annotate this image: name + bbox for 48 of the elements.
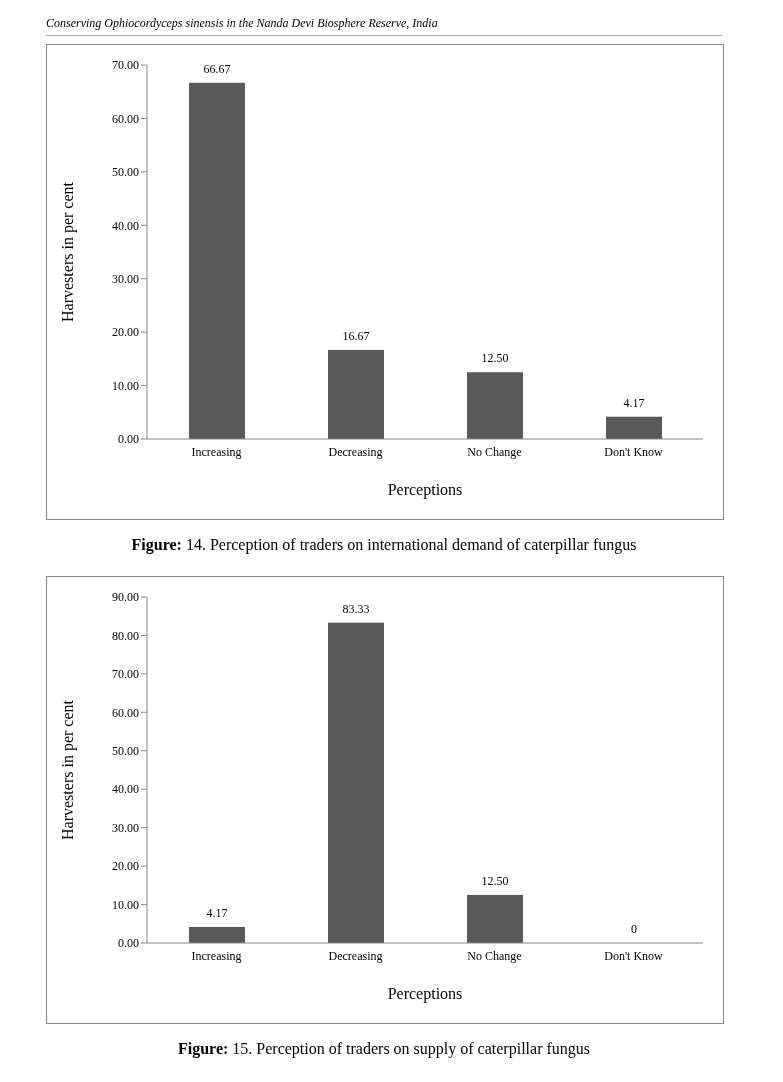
x-tick-label: Decreasing	[328, 948, 383, 963]
data-label: 12.50	[481, 351, 509, 366]
y-axis-title: Harvesters in per cent	[58, 181, 77, 322]
y-tick-label: 90.00	[112, 590, 139, 605]
x-tick-label: No Change	[467, 444, 522, 459]
bar	[467, 372, 523, 439]
y-tick-label: 0.00	[118, 432, 139, 447]
data-label: 83.33	[342, 601, 370, 616]
bar	[467, 894, 523, 943]
bar	[189, 926, 245, 943]
data-label: 66.67	[203, 61, 231, 76]
x-tick-label: Decreasing	[328, 444, 383, 459]
y-tick-label: 10.00	[112, 378, 139, 393]
y-tick-label: 30.00	[112, 820, 139, 835]
y-tick-label: 60.00	[112, 111, 139, 126]
y-tick-label: 20.00	[112, 325, 139, 340]
y-tick-label: 0.00	[118, 936, 139, 951]
text: Figure: 14. Perception of traders on international demand of caterpillar fungus	[130, 536, 638, 554]
text: Figure: 15. Perception of traders on supply of caterpillar fungus	[176, 1040, 591, 1058]
y-tick-label: 10.00	[112, 897, 139, 912]
y-tick-label: 50.00	[112, 165, 139, 180]
y-tick-label: 30.00	[112, 271, 139, 286]
bar	[189, 82, 245, 439]
data-label: 0	[631, 922, 637, 936]
x-axis-title: Perceptions	[387, 481, 463, 499]
text: Conserving Ophiocordyceps sinensis in the Nanda Devi Biosphere Reserve, India	[46, 8, 722, 36]
bar	[606, 416, 662, 439]
data-label: 4.17	[623, 395, 645, 410]
y-tick-label: 80.00	[112, 628, 139, 643]
y-axis-title: Harvesters in per cent	[58, 699, 77, 840]
y-tick-label: 50.00	[112, 744, 139, 759]
bar	[328, 622, 384, 943]
y-tick-label: 20.00	[112, 859, 139, 874]
y-tick-label: 40.00	[112, 782, 139, 797]
x-tick-label: Increasing	[191, 444, 242, 459]
x-tick-label: Don't Know	[604, 948, 664, 963]
data-label: 4.17	[206, 905, 228, 920]
y-tick-label: 70.00	[112, 58, 139, 73]
y-tick-label: 40.00	[112, 218, 139, 233]
y-tick-label: 70.00	[112, 667, 139, 682]
x-tick-label: Increasing	[191, 948, 242, 963]
data-label: 12.50	[481, 873, 509, 888]
y-tick-label: 60.00	[112, 705, 139, 720]
x-tick-label: Don't Know	[604, 444, 664, 459]
x-tick-label: No Change	[467, 948, 522, 963]
x-axis-title: Perceptions	[387, 985, 463, 1003]
data-label: 16.67	[342, 328, 370, 343]
bar	[328, 349, 384, 439]
